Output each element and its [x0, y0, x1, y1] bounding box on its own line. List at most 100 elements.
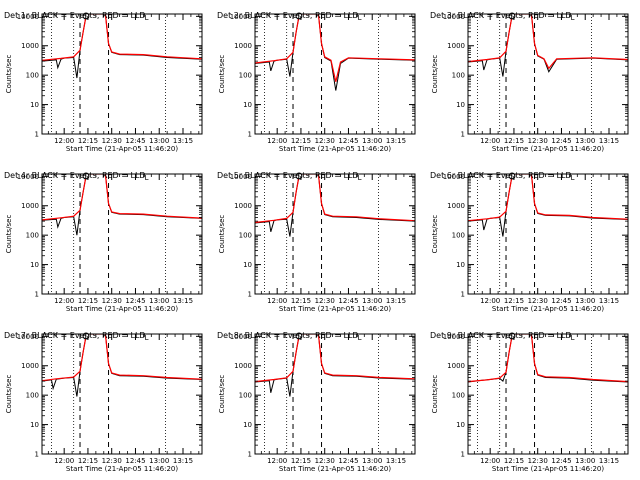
- x-tick-label: 13:15: [599, 137, 619, 145]
- x-tick-label: 13:00: [362, 297, 382, 305]
- start-marker: [82, 12, 90, 20]
- plot-frame: [467, 333, 629, 455]
- l-marker-label: L: [145, 14, 149, 22]
- x-tick-label: 13:15: [599, 297, 619, 305]
- x-tick-label: 13:15: [386, 297, 406, 305]
- plot-frame: [254, 333, 416, 455]
- start-marker: [508, 172, 516, 180]
- y-tick-label: 10: [456, 261, 465, 269]
- series-line-red: [42, 14, 202, 61]
- x-tick-label: 12:45: [125, 297, 145, 305]
- y-axis-label: Counts/sec: [218, 215, 226, 254]
- series-line-red: [255, 334, 415, 383]
- x-tick-label: 13:00: [575, 297, 595, 305]
- x-tick-label: 12:00: [267, 137, 287, 145]
- x-tick-label: 12:30: [528, 137, 548, 145]
- x-axis-label: Start Time (21-Apr-05 11:46:20): [279, 465, 391, 473]
- chart-panel: 1 10 100 1000 10000 12:00 12:15 12:30 12:45 13:00…: [430, 331, 629, 473]
- chart-title: Det 6r BLACK = Events, RED = LLD: [430, 171, 572, 180]
- y-tick-label: 1: [248, 291, 252, 299]
- y-axis-label: Counts/sec: [218, 375, 226, 414]
- y-tick-label: 10: [456, 101, 465, 109]
- l-marker-label: L: [571, 14, 575, 22]
- start-marker-label: S: [84, 13, 89, 21]
- y-tick-label: 10000: [443, 333, 465, 341]
- y-axis-label: Counts/sec: [218, 55, 226, 94]
- x-tick-label: 13:00: [149, 457, 169, 465]
- x-tick-label: 12:15: [78, 457, 98, 465]
- x-tick-label: 13:00: [149, 297, 169, 305]
- x-tick-label: 12:45: [125, 137, 145, 145]
- l-marker-label: L: [358, 334, 362, 342]
- x-tick-label: 13:00: [575, 137, 595, 145]
- chart-title: Det 7r BLACK = Events, RED = LLD: [4, 331, 146, 340]
- x-tick-label: 13:00: [362, 457, 382, 465]
- x-axis-label: Start Time (21-Apr-05 11:46:20): [66, 145, 178, 153]
- y-axis-label: Counts/sec: [431, 55, 439, 94]
- x-tick-label: 12:00: [54, 137, 74, 145]
- y-tick-label: 10000: [443, 173, 465, 181]
- x-tick-label: 12:00: [480, 137, 500, 145]
- series-line-black: [255, 334, 415, 397]
- y-axis-label: Counts/sec: [5, 375, 13, 414]
- start-marker-label: S: [297, 333, 302, 341]
- start-marker: [295, 12, 303, 20]
- x-tick-label: 12:00: [267, 297, 287, 305]
- x-tick-label: 12:45: [338, 457, 358, 465]
- start-marker: [295, 332, 303, 340]
- x-tick-label: 13:15: [173, 457, 193, 465]
- x-tick-label: 12:30: [102, 137, 122, 145]
- x-tick-label: 12:30: [102, 457, 122, 465]
- y-axis-label: Counts/sec: [431, 215, 439, 254]
- x-tick-label: 12:15: [291, 297, 311, 305]
- chart-title: Det 3r BLACK = Events, RED = LLD: [430, 11, 572, 20]
- plot-frame: [41, 173, 203, 295]
- x-axis-label: Start Time (21-Apr-05 11:46:20): [492, 465, 604, 473]
- series-line-black: [42, 14, 202, 79]
- y-tick-label: 100: [239, 72, 252, 80]
- x-tick-label: 12:30: [315, 457, 335, 465]
- series-line-black: [42, 174, 202, 236]
- x-tick-label: 13:00: [149, 137, 169, 145]
- y-tick-label: 10000: [17, 13, 39, 21]
- plot-frame: [467, 13, 629, 135]
- x-axis-label: Start Time (21-Apr-05 11:46:20): [492, 145, 604, 153]
- y-tick-label: 100: [452, 232, 465, 240]
- y-tick-label: 100: [452, 72, 465, 80]
- y-tick-label: 100: [26, 72, 39, 80]
- y-tick-label: 1000: [234, 362, 252, 370]
- l-marker-label: L: [571, 334, 575, 342]
- y-tick-label: 10: [243, 421, 252, 429]
- x-tick-label: 13:15: [173, 137, 193, 145]
- y-tick-label: 1: [461, 451, 465, 459]
- x-tick-label: 12:15: [78, 297, 98, 305]
- l-marker-label: L: [358, 14, 362, 22]
- x-tick-label: 12:45: [338, 137, 358, 145]
- x-tick-label: 13:15: [386, 457, 406, 465]
- x-axis-label: Start Time (21-Apr-05 11:46:20): [279, 145, 391, 153]
- y-tick-label: 10000: [17, 173, 39, 181]
- y-tick-label: 1: [35, 291, 39, 299]
- y-tick-label: 1000: [447, 362, 465, 370]
- y-tick-label: 10: [243, 101, 252, 109]
- start-marker-label: S: [510, 173, 515, 181]
- x-tick-label: 12:15: [291, 137, 311, 145]
- y-tick-label: 100: [26, 392, 39, 400]
- series-line-red: [255, 14, 415, 82]
- y-tick-label: 1: [248, 131, 252, 139]
- start-marker: [82, 332, 90, 340]
- series-line-red: [42, 174, 202, 221]
- series-line-red: [468, 14, 628, 70]
- start-marker-label: S: [297, 13, 302, 21]
- x-axis-label: Start Time (21-Apr-05 11:46:20): [492, 305, 604, 313]
- y-tick-label: 100: [26, 232, 39, 240]
- x-tick-label: 12:15: [504, 457, 524, 465]
- y-tick-label: 10000: [230, 13, 252, 21]
- y-tick-label: 1000: [447, 42, 465, 50]
- chart-panel: 1 10 100 1000 10000 12:00 12:15 12:30 12:45 13:00…: [217, 331, 416, 473]
- y-tick-label: 10: [30, 101, 39, 109]
- x-tick-label: 12:30: [528, 457, 548, 465]
- y-axis-label: Counts/sec: [5, 55, 13, 94]
- x-tick-label: 12:00: [267, 457, 287, 465]
- x-axis-label: Start Time (21-Apr-05 11:46:20): [279, 305, 391, 313]
